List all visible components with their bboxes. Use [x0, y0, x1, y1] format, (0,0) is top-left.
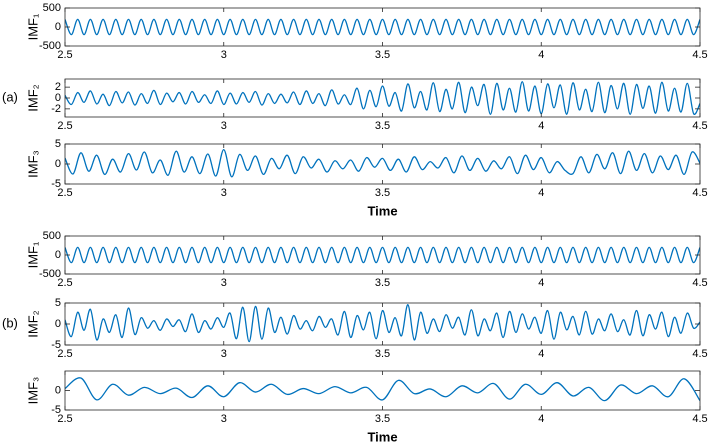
- y-axis-label: IMF₂: [25, 84, 40, 111]
- y-tick-label: -5: [51, 178, 61, 190]
- y-tick-label: 2: [55, 81, 61, 93]
- x-tick-label: 4.5: [692, 187, 707, 199]
- x-tick-label: 3: [221, 49, 227, 61]
- x-tick-label: 4.5: [692, 413, 707, 425]
- y-tick-label: 0: [55, 158, 61, 170]
- panel-label: (a): [2, 89, 18, 104]
- y-tick-label: -5: [51, 404, 61, 416]
- x-tick-label: 3.5: [375, 187, 390, 199]
- y-axis-label: IMF₃: [25, 150, 40, 178]
- signal-line: [65, 148, 700, 178]
- x-tick-label: 2.5: [57, 348, 72, 360]
- x-tick-label: 2.5: [57, 187, 72, 199]
- y-tick-label: 0: [55, 249, 61, 261]
- y-axis-label: IMF₂: [25, 310, 40, 337]
- signal-line: [65, 246, 700, 264]
- x-tick-label: 3.5: [375, 277, 390, 289]
- x-tick-label: 3: [221, 348, 227, 360]
- signal-line: [65, 81, 700, 115]
- x-tick-label: 2.5: [57, 277, 72, 289]
- x-tick-label: 4: [538, 413, 544, 425]
- x-tick-label: 4.5: [692, 49, 707, 61]
- x-tick-label: 3.5: [375, 348, 390, 360]
- signal-line: [65, 304, 700, 343]
- x-tick-label: 4: [538, 120, 544, 132]
- panel-label: (b): [2, 315, 18, 330]
- x-tick-label: 3.5: [375, 49, 390, 61]
- y-tick-label: -500: [39, 40, 61, 52]
- plot-frame: [64, 302, 701, 346]
- y-axis-label: IMF₃: [25, 377, 40, 405]
- y-axis-label: IMF₁: [25, 241, 40, 268]
- x-tick-label: 3.5: [375, 413, 390, 425]
- x-tick-label: 3.5: [375, 120, 390, 132]
- signal-line: [65, 377, 700, 402]
- x-axis-label: Time: [367, 429, 397, 444]
- x-tick-label: 3: [221, 413, 227, 425]
- x-tick-label: 4.5: [692, 120, 707, 132]
- y-tick-label: 500: [43, 2, 61, 14]
- y-tick-label: 0: [55, 318, 61, 330]
- y-tick-label: -500: [39, 268, 61, 280]
- y-tick-label: 5: [55, 138, 61, 150]
- y-tick-label: 0: [55, 92, 61, 104]
- x-tick-label: 2.5: [57, 413, 72, 425]
- y-tick-label: 0: [55, 384, 61, 396]
- x-tick-label: 3: [221, 187, 227, 199]
- plot-frame: [64, 235, 701, 275]
- y-tick-label: 0: [55, 21, 61, 33]
- x-tick-label: 2.5: [57, 49, 72, 61]
- x-tick-label: 4: [538, 49, 544, 61]
- plot-frame: [64, 370, 701, 411]
- y-axis-label: IMF₁: [25, 13, 40, 40]
- y-tick-label: -5: [51, 339, 61, 351]
- x-tick-label: 4: [538, 187, 544, 199]
- x-tick-label: 3: [221, 277, 227, 289]
- x-tick-label: 3: [221, 120, 227, 132]
- y-tick-label: 500: [43, 230, 61, 242]
- plot-frame: [64, 143, 701, 185]
- x-tick-label: 4.5: [692, 277, 707, 289]
- x-tick-label: 2.5: [57, 120, 72, 132]
- plot-frame: [64, 7, 701, 47]
- x-tick-label: 4: [538, 277, 544, 289]
- x-tick-label: 4: [538, 348, 544, 360]
- x-tick-label: 4.5: [692, 348, 707, 360]
- y-tick-label: 5: [55, 297, 61, 309]
- x-axis-label: Time: [367, 203, 397, 218]
- y-tick-label: -2: [51, 103, 61, 115]
- plot-frame: [64, 78, 701, 118]
- signal-line: [65, 18, 700, 36]
